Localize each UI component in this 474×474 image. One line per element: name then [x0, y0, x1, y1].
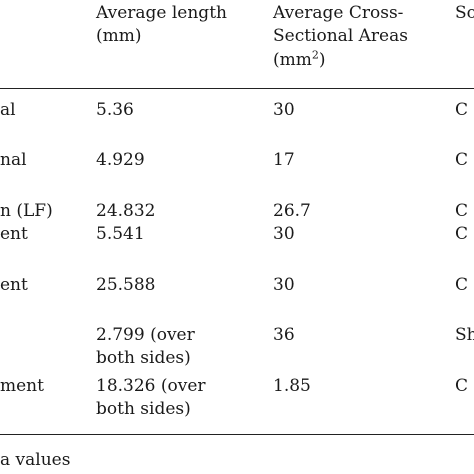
row-area: 1.85	[273, 376, 311, 396]
header-bottom-rule	[0, 88, 474, 89]
row-length: 24.832	[96, 201, 156, 221]
header-area-line2: Sectional Areas	[273, 26, 408, 46]
row-name: ent	[0, 275, 28, 295]
row-length: 5.36	[96, 100, 134, 120]
row-area: 30	[273, 224, 295, 244]
row-source: C	[455, 275, 469, 295]
row-length-cont: both sides)	[96, 399, 191, 419]
header-area-line1: Average Cross-	[273, 3, 404, 23]
row-source: C	[455, 100, 469, 120]
row-name: ment	[0, 376, 44, 396]
header-area-unit-close: )	[318, 50, 326, 70]
row-area: 17	[273, 150, 295, 170]
row-length: 5.541	[96, 224, 145, 244]
row-source: C	[455, 376, 469, 396]
header-length-line1: Average length	[96, 3, 227, 23]
row-source: C	[455, 201, 469, 221]
row-length: 4.929	[96, 150, 145, 170]
row-area: 26.7	[273, 201, 311, 221]
row-area: 30	[273, 100, 295, 120]
row-area: 30	[273, 275, 295, 295]
row-length: 25.588	[96, 275, 156, 295]
row-length: 2.799 (over	[96, 325, 195, 345]
row-length-cont: both sides)	[96, 348, 191, 368]
table-bottom-rule	[0, 434, 474, 435]
row-length: 18.326 (over	[96, 376, 206, 396]
row-area: 36	[273, 325, 295, 345]
row-name: nal	[0, 150, 27, 170]
header-area-unit: (mm2)	[273, 48, 326, 71]
row-name: al	[0, 100, 16, 120]
header-area-unit-sup: 2	[311, 48, 319, 62]
row-source: C	[455, 150, 469, 170]
row-name: n (LF)	[0, 201, 53, 221]
row-source: C	[455, 224, 469, 244]
row-name: ent	[0, 224, 28, 244]
row-source: Sh	[455, 325, 474, 345]
footnote: a values	[0, 450, 71, 470]
header-length-line2: (mm)	[96, 26, 142, 46]
header-source: So	[455, 3, 474, 23]
header-area-unit-open: (mm	[273, 50, 312, 70]
